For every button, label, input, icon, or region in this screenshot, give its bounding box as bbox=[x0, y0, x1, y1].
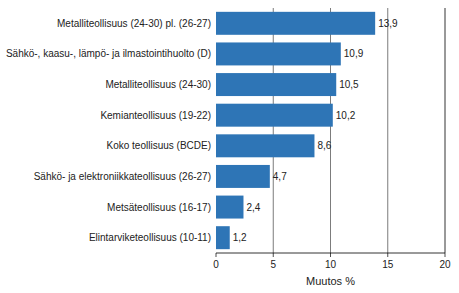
bar bbox=[216, 165, 270, 188]
bar bbox=[216, 73, 336, 96]
bar bbox=[216, 134, 314, 157]
data-label: 8,6 bbox=[317, 140, 331, 151]
category-label: Koko teollisuus (BCDE) bbox=[107, 140, 211, 151]
x-tick bbox=[273, 253, 274, 257]
data-label: 10,5 bbox=[339, 79, 359, 90]
bar bbox=[216, 196, 243, 219]
category-label: Sähkö-, kaasu-, lämpö- ja ilmastointihuo… bbox=[6, 48, 211, 59]
x-tick-label: 20 bbox=[439, 259, 451, 270]
chart: Elintarviketeollisuus (10-11) Metsäteolli… bbox=[0, 0, 459, 293]
bar bbox=[216, 12, 375, 35]
x-tick-label: 0 bbox=[213, 259, 219, 270]
category-label: Kemianteollisuus (19-22) bbox=[100, 110, 211, 121]
x-tick bbox=[216, 253, 217, 257]
data-labels: 1,2 2,4 4,7 8,6 10,2 10,5 10,9 13,9 bbox=[233, 18, 398, 243]
bar bbox=[216, 226, 230, 249]
axes: 0 5 10 15 20 bbox=[213, 8, 451, 270]
data-label: 4,7 bbox=[273, 171, 287, 182]
data-label: 13,9 bbox=[378, 18, 398, 29]
category-label: Sähkö- ja elektroniikkateollisuus (26-27… bbox=[34, 171, 211, 182]
bar bbox=[216, 104, 333, 127]
data-label: 1,2 bbox=[233, 232, 247, 243]
data-label: 2,4 bbox=[246, 202, 260, 213]
x-tick-label: 10 bbox=[325, 259, 337, 270]
data-label: 10,9 bbox=[344, 48, 364, 59]
x-axis-label: Muutos % bbox=[306, 275, 355, 287]
x-tick bbox=[387, 253, 388, 257]
category-label: Metalliteollisuus (24-30) bbox=[105, 79, 211, 90]
category-label: Metalliteollisuus (24-30) pl. (26-27) bbox=[57, 18, 211, 29]
x-tick bbox=[445, 253, 446, 257]
category-label: Elintarviketeollisuus (10-11) bbox=[89, 232, 211, 243]
y-labels: Elintarviketeollisuus (10-11) Metsäteolli… bbox=[6, 18, 211, 243]
x-tick bbox=[330, 253, 331, 257]
right-axis-line bbox=[445, 8, 446, 253]
x-tick-label: 15 bbox=[382, 259, 394, 270]
bars bbox=[216, 12, 375, 249]
x-tick-label: 5 bbox=[270, 259, 276, 270]
bar bbox=[216, 42, 341, 65]
grid-line bbox=[387, 8, 388, 253]
data-label: 10,2 bbox=[336, 110, 356, 121]
category-label: Metsäteollisuus (16-17) bbox=[107, 202, 211, 213]
